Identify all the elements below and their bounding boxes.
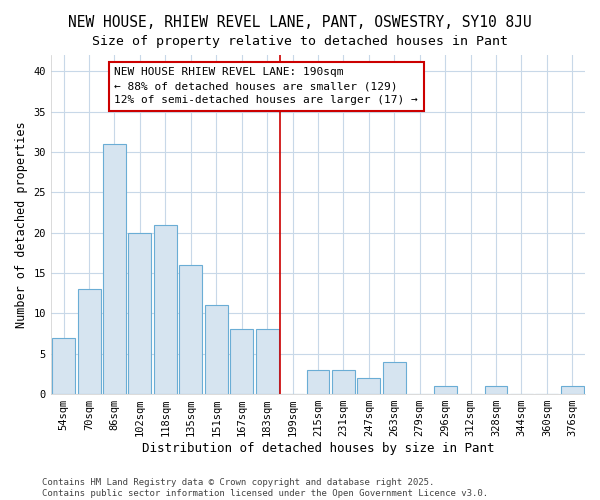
Bar [434,386,457,394]
Bar [128,232,151,394]
Bar [561,386,584,394]
Bar [52,338,75,394]
Bar [485,386,508,394]
Y-axis label: Number of detached properties: Number of detached properties [15,121,28,328]
Bar [103,144,126,394]
Text: NEW HOUSE, RHIEW REVEL LANE, PANT, OSWESTRY, SY10 8JU: NEW HOUSE, RHIEW REVEL LANE, PANT, OSWES… [68,15,532,30]
X-axis label: Distribution of detached houses by size in Pant: Distribution of detached houses by size … [142,442,494,455]
Bar [205,306,227,394]
Bar [307,370,329,394]
Bar [230,330,253,394]
Bar [383,362,406,394]
Bar [358,378,380,394]
Text: Contains HM Land Registry data © Crown copyright and database right 2025.
Contai: Contains HM Land Registry data © Crown c… [42,478,488,498]
Bar [77,289,101,394]
Bar [179,265,202,394]
Text: NEW HOUSE RHIEW REVEL LANE: 190sqm
← 88% of detached houses are smaller (129)
12: NEW HOUSE RHIEW REVEL LANE: 190sqm ← 88%… [115,67,418,105]
Bar [256,330,278,394]
Bar [154,224,177,394]
Bar [332,370,355,394]
Text: Size of property relative to detached houses in Pant: Size of property relative to detached ho… [92,35,508,48]
